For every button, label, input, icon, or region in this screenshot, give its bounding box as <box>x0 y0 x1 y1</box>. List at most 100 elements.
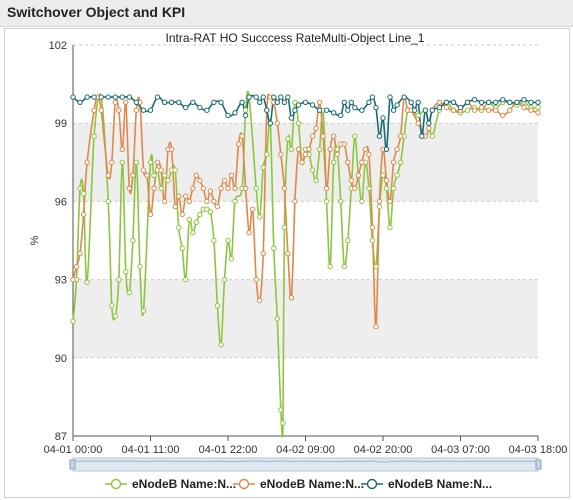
data-point <box>112 313 119 319</box>
data-point <box>140 308 147 314</box>
data-point <box>387 94 393 100</box>
data-point <box>190 230 196 236</box>
data-point <box>116 276 122 283</box>
data-point <box>369 94 376 100</box>
y-tick-label: 93 <box>55 275 67 287</box>
data-point <box>394 146 400 153</box>
x-tick-label: 04-01 22:00 <box>199 444 258 456</box>
data-point <box>176 193 182 199</box>
data-point <box>232 110 238 116</box>
data-point <box>450 107 457 113</box>
data-point <box>478 104 485 111</box>
data-point <box>225 185 231 192</box>
data-point <box>179 211 185 218</box>
x-tick-label: 04-01 00:00 <box>44 444 103 456</box>
data-point <box>288 115 295 121</box>
data-point <box>172 203 178 210</box>
data-point <box>183 104 189 111</box>
data-point <box>228 172 235 179</box>
data-point <box>457 104 464 111</box>
data-point <box>341 263 347 270</box>
data-point <box>274 120 280 126</box>
data-point <box>316 99 323 106</box>
data-point <box>348 177 354 184</box>
data-point <box>285 94 291 100</box>
data-point <box>271 245 277 252</box>
data-point <box>190 185 196 192</box>
data-point <box>292 107 298 113</box>
data-point <box>253 185 259 192</box>
data-point <box>408 99 414 106</box>
data-point <box>345 237 351 244</box>
legend-marker-1 <box>110 478 122 490</box>
data-point <box>397 133 404 139</box>
data-point <box>334 151 340 158</box>
data-point <box>109 159 115 166</box>
data-point <box>98 94 104 100</box>
data-point <box>528 107 534 113</box>
data-point <box>147 107 154 113</box>
data-point <box>331 159 337 166</box>
data-point <box>292 99 298 106</box>
data-point <box>352 104 358 111</box>
data-point <box>299 159 305 166</box>
data-point <box>471 97 478 103</box>
data-point <box>158 167 164 173</box>
data-point <box>80 190 87 197</box>
data-point <box>168 146 175 153</box>
data-point <box>309 133 316 139</box>
data-point <box>154 94 161 100</box>
data-point <box>123 99 129 106</box>
data-point <box>316 107 323 113</box>
data-point <box>133 99 140 106</box>
y-tick-label: 87 <box>55 431 67 443</box>
data-point <box>77 250 83 257</box>
data-point <box>211 99 217 106</box>
data-point <box>352 133 358 139</box>
data-point <box>323 185 330 192</box>
data-point <box>278 151 284 158</box>
data-point <box>281 224 288 231</box>
data-point <box>274 316 280 322</box>
data-point <box>471 107 478 113</box>
data-point <box>98 107 104 113</box>
data-point <box>535 99 541 106</box>
data-point <box>295 146 302 153</box>
data-point <box>161 172 168 179</box>
data-point <box>84 94 90 100</box>
zoom-overview-line <box>72 460 538 463</box>
data-point <box>140 167 147 173</box>
data-point <box>183 276 189 283</box>
data-point <box>151 185 157 192</box>
data-point <box>214 303 221 309</box>
data-point <box>341 99 347 106</box>
data-point <box>239 133 245 139</box>
data-point <box>415 112 421 119</box>
data-point <box>250 206 256 212</box>
data-point <box>376 203 383 210</box>
data-point <box>186 216 193 223</box>
data-point <box>119 146 126 153</box>
data-point <box>366 185 372 192</box>
data-point <box>436 99 443 106</box>
data-point <box>161 198 168 205</box>
data-point <box>390 159 397 166</box>
data-point <box>313 125 319 132</box>
data-point <box>147 211 154 218</box>
data-point <box>91 133 97 139</box>
data-point <box>133 107 140 113</box>
data-point <box>302 151 309 158</box>
data-point <box>218 342 224 348</box>
data-point <box>521 97 527 103</box>
data-point <box>207 188 214 194</box>
data-point <box>271 94 277 100</box>
data-point <box>436 104 443 111</box>
data-point <box>394 102 400 108</box>
data-point <box>242 185 249 192</box>
data-point <box>327 263 333 270</box>
data-point <box>105 198 111 205</box>
data-point <box>154 159 161 166</box>
data-point <box>295 120 302 126</box>
data-point <box>373 323 379 330</box>
data-point <box>419 133 425 139</box>
